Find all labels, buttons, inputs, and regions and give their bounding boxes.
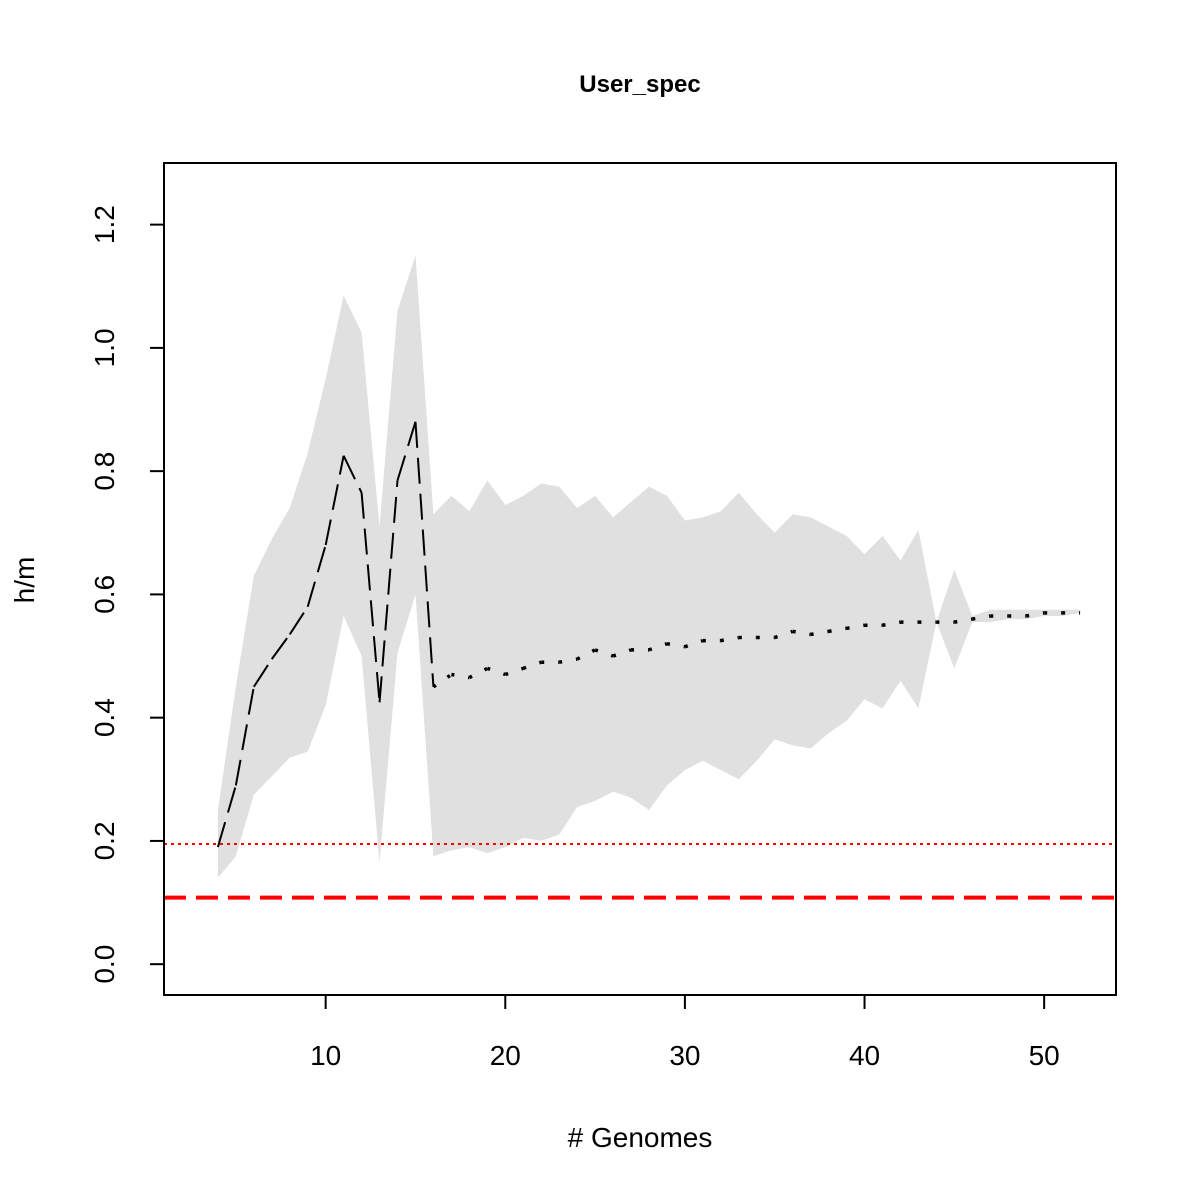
series-segment — [306, 544, 327, 608]
series-segment — [288, 606, 309, 636]
y-axis: 0.0 0.2 0.4 0.6 0.8 1.0 1.2 — [89, 205, 165, 984]
y-tick-label: 0.0 — [89, 945, 120, 984]
series-line — [216, 421, 1081, 848]
x-tick-label: 30 — [669, 1040, 700, 1071]
series-segment — [324, 455, 345, 546]
series-segment — [252, 658, 273, 688]
confidence-ribbon — [217, 255, 1081, 878]
series-segment — [396, 421, 417, 481]
plot-title: User_spec — [579, 71, 700, 98]
y-tick-label: 0.6 — [89, 575, 120, 614]
x-tick-label: 50 — [1029, 1040, 1060, 1071]
y-tick-label: 0.2 — [89, 821, 120, 860]
series-segment — [216, 785, 237, 848]
y-tick-label: 0.8 — [89, 452, 120, 491]
y-tick-label: 1.0 — [89, 328, 120, 367]
y-axis-title: h/m — [9, 557, 40, 604]
x-tick-label: 40 — [849, 1040, 880, 1071]
series-segment — [342, 455, 363, 494]
x-tick-label: 10 — [310, 1040, 341, 1071]
y-tick-label: 0.4 — [89, 698, 120, 737]
series-segment — [432, 673, 453, 689]
series-segment — [234, 686, 255, 786]
plot-area — [164, 255, 1116, 900]
x-axis: 10 20 30 40 50 — [310, 994, 1060, 1071]
x-axis-title: # Genomes — [568, 1122, 713, 1153]
y-tick-label: 1.2 — [89, 205, 120, 244]
series-segment — [378, 480, 399, 703]
series-segment — [270, 633, 291, 660]
x-tick-label: 20 — [490, 1040, 521, 1071]
series-segment — [414, 421, 435, 687]
